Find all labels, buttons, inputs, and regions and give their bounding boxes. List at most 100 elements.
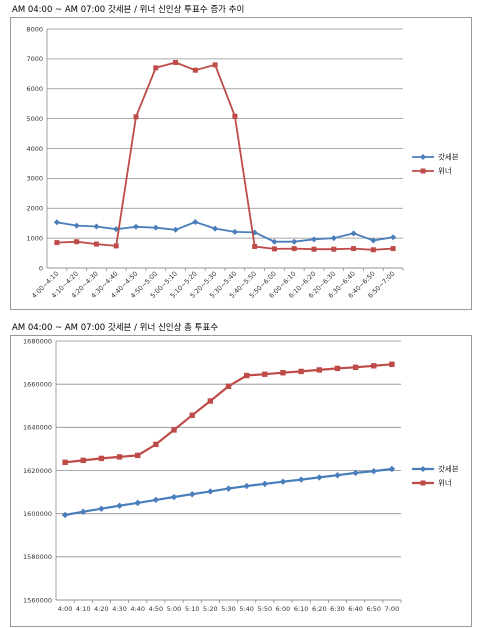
data-point [152, 224, 159, 231]
y-tick-label: 1660000 [23, 380, 52, 388]
data-point [311, 246, 317, 252]
data-point [279, 478, 287, 485]
data-point [98, 455, 105, 462]
data-point [172, 226, 179, 233]
chart-frame [10, 17, 472, 310]
data-point [388, 465, 396, 473]
total-votes-chart: AM 04:00 ~ AM 07:00 갓세븐 / 위너 신인상 총 투표수 1… [0, 318, 480, 628]
x-tick-label: 6:50 [366, 605, 381, 613]
x-tick-label: 4:00 [58, 605, 73, 613]
data-point [173, 59, 179, 65]
vote-increase-chart: AM 04:00 ~ AM 07:00 갓세븐 / 위너 신인상 투표수 증가 … [0, 0, 480, 312]
data-point [231, 228, 238, 235]
data-point [212, 62, 218, 68]
x-tick-label: 5:00 [167, 605, 182, 613]
data-point [298, 368, 304, 375]
data-point [316, 367, 322, 373]
data-point [350, 230, 357, 237]
data-point [192, 218, 199, 225]
legend-label: 위너 [438, 478, 452, 488]
y-tick-label: 1620000 [23, 467, 52, 475]
data-point [54, 240, 60, 246]
chart-plot: 1560000 1580000 1600000 1620000 1640000 16600… [23, 337, 459, 613]
y-tick-label: 8000 [26, 25, 43, 33]
y-tick-label: 1560000 [23, 596, 52, 604]
data-point [73, 222, 80, 229]
y-tick-label: 7000 [26, 55, 43, 63]
data-point [271, 238, 278, 245]
legend-marker [420, 168, 426, 174]
data-point [280, 370, 286, 376]
data-point [371, 363, 377, 369]
x-tick-label: 5:50 [258, 605, 273, 613]
series-line-1 [64, 467, 393, 517]
x-tick-label: 5:10 [185, 605, 200, 613]
y-tick-label: 1640000 [23, 424, 52, 432]
data-point [225, 383, 232, 390]
data-point [133, 223, 139, 230]
data-point [153, 65, 159, 71]
data-point [61, 511, 69, 519]
x-tick-label: 6:40 [348, 605, 363, 613]
x-tick-label: 7:00 [385, 605, 400, 613]
legend-label: 갓세븐 [438, 152, 459, 162]
legend-marker [420, 154, 426, 160]
data-point [291, 238, 298, 245]
data-point [170, 493, 178, 501]
y-tick-label: 3000 [26, 175, 43, 183]
data-point [116, 502, 123, 509]
y-tick-label: 1680000 [23, 337, 52, 345]
data-point [316, 474, 323, 481]
x-tick-label: 4:40 [130, 605, 145, 613]
data-point [116, 454, 123, 460]
x-tick-label: 6:20 [312, 605, 327, 613]
data-point [370, 237, 377, 244]
data-point [331, 246, 337, 252]
series-line-2 [64, 363, 392, 464]
y-tick-label: 6000 [26, 85, 43, 93]
data-point [262, 371, 268, 377]
data-point [80, 457, 86, 464]
data-point [232, 113, 238, 119]
y-tick-label: 4000 [26, 145, 43, 153]
data-point [352, 469, 359, 477]
data-point [80, 508, 87, 515]
data-point [93, 223, 100, 230]
x-tick-label: 4:30 [112, 605, 127, 613]
data-point [271, 246, 277, 252]
data-point [93, 241, 99, 247]
x-tick-label: 5:20 [203, 605, 218, 613]
data-point [152, 496, 160, 504]
y-tick-label: 1600000 [23, 510, 52, 518]
legend-marker [420, 480, 426, 486]
y-tick-label: 2000 [26, 205, 43, 213]
data-point [352, 364, 359, 371]
x-tick-label: 6:30 [330, 605, 345, 613]
data-point [225, 485, 232, 492]
data-point [171, 427, 177, 433]
y-tick-label: 1580000 [23, 553, 52, 561]
legend-label: 위너 [438, 166, 452, 176]
data-point [188, 491, 196, 498]
y-tick-label: 1000 [26, 234, 43, 242]
legend-marker [420, 466, 426, 472]
chart-frame [10, 335, 472, 627]
data-point [135, 452, 141, 459]
series-line-1 [56, 221, 394, 243]
data-point [134, 499, 141, 507]
x-tick-label: 4:10 [76, 605, 91, 613]
data-point [351, 246, 357, 252]
data-point [207, 398, 214, 404]
data-point [389, 361, 395, 368]
data-point [74, 239, 80, 245]
y-tick-label: 0 [39, 264, 43, 272]
data-point [192, 67, 198, 73]
data-point [189, 412, 195, 418]
data-point [261, 480, 269, 488]
data-point [243, 482, 250, 490]
x-tick-label: 5:30 [221, 605, 236, 613]
legend-label: 갓세븐 [438, 464, 459, 474]
x-tick-label: 6:10 [294, 605, 309, 613]
data-point [252, 243, 258, 249]
data-point [243, 372, 250, 379]
